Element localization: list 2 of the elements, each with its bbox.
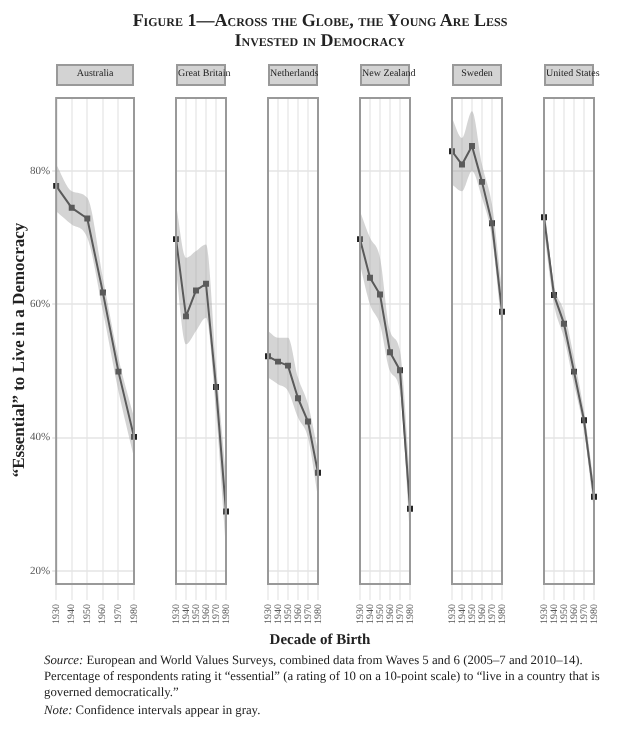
y-axis-title: “Essential” to Live in a Democracy xyxy=(8,222,28,478)
text: Figure 1—Across the Globe, the Young Are Less Invested in Democracy xyxy=(130,10,510,50)
